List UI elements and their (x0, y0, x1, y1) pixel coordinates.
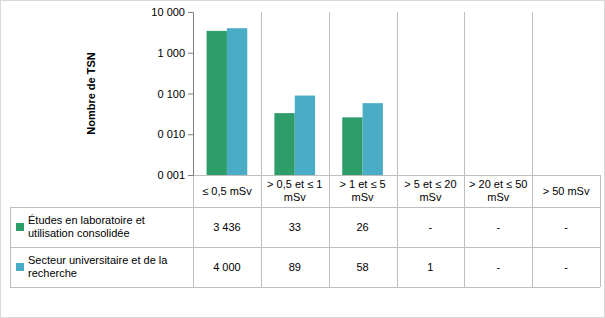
table-line (10, 287, 600, 288)
table-value: 58 (356, 261, 368, 273)
table-line (261, 12, 262, 287)
y-tick-mark (188, 53, 193, 54)
bar (430, 175, 450, 176)
category-label: > 5 et ≤ 20mSv (404, 178, 456, 203)
category-label: ≤ 0,5 mSv (202, 185, 252, 197)
y-tick: 1 000 (157, 47, 193, 59)
table-value: - (564, 261, 568, 273)
table-line (532, 12, 533, 287)
legend-label: Secteur universitaire et de larecherche (28, 254, 168, 279)
y-tick-mark (188, 94, 193, 95)
table-value: - (496, 221, 500, 233)
bars (207, 28, 383, 175)
table-line (193, 175, 600, 176)
table-line (10, 207, 600, 208)
y-tick-mark (188, 134, 193, 135)
y-tick-label: 0 010 (157, 128, 185, 140)
table-value: 3 436 (213, 221, 241, 233)
category-label: > 0,5 et ≤ 1mSv (267, 178, 322, 203)
table-value: 33 (289, 221, 301, 233)
bar (295, 96, 315, 175)
bar (274, 113, 294, 175)
bar (342, 117, 362, 175)
table-line (600, 175, 601, 287)
y-tick-label: 0 100 (157, 88, 185, 100)
y-tick-label: 10 000 (151, 6, 185, 18)
y-tick-mark (188, 12, 193, 13)
data-table: ≤ 0,5 mSv > 0,5 et ≤ 1mSv > 1 et ≤ 5mSv > 5… (16, 178, 590, 279)
category-label: > 1 et ≤ 5mSv (340, 178, 386, 203)
y-axis-title: Nombre de TSN (85, 52, 97, 135)
y-tick-label: 1 000 (157, 47, 185, 59)
table-value: - (564, 221, 568, 233)
table-value: 4 000 (213, 261, 241, 273)
legend-swatch (16, 263, 24, 271)
table-value: 1 (427, 261, 433, 273)
chart: 0 001 0 010 0 100 1 000 10 000 Nombre de TSN ≤… (0, 0, 605, 318)
table-value: - (496, 261, 500, 273)
bar (363, 103, 383, 175)
table-line (329, 12, 330, 287)
y-tick-mark (188, 175, 193, 176)
category-label: > 20 et ≤ 50mSv (469, 178, 527, 203)
bar (227, 28, 247, 175)
table-lines (10, 12, 601, 288)
y-axis: 0 001 0 010 0 100 1 000 10 000 (151, 6, 193, 181)
y-tick: 0 010 (157, 128, 193, 140)
category-label: > 50 mSv (543, 185, 590, 197)
y-tick: 0 001 (157, 169, 193, 181)
y-axis-line (188, 13, 194, 176)
table-line (193, 175, 194, 287)
y-tick-label: 0 001 (157, 169, 185, 181)
table-line (10, 247, 600, 248)
table-value: 89 (289, 261, 301, 273)
table-value: 26 (356, 221, 368, 233)
table-line (397, 12, 398, 287)
chart-frame (1, 1, 605, 318)
y-tick: 0 100 (157, 88, 193, 100)
y-tick: 10 000 (151, 6, 193, 18)
legend-label: Études en laboratoire etutilisation cons… (28, 214, 145, 239)
bar (207, 31, 227, 175)
legend-swatch (16, 223, 24, 231)
table-line (464, 12, 465, 287)
table-value: - (429, 221, 433, 233)
